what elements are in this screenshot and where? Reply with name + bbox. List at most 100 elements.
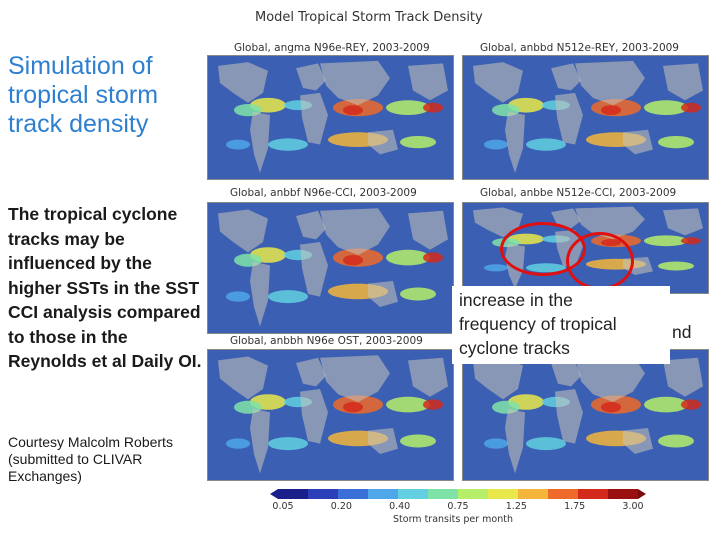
colorbar-tick-label: 0.75 — [447, 501, 469, 512]
land-mass — [663, 357, 703, 397]
colorbar-segment — [308, 489, 338, 499]
density-blob — [400, 434, 436, 448]
colorbar-segment — [518, 489, 548, 499]
density-blob — [386, 100, 430, 116]
density-blob — [423, 102, 443, 113]
storm-density-map-5 — [207, 349, 454, 481]
density-blob — [658, 434, 694, 448]
density-blob — [226, 139, 250, 150]
slide-title: Simulation of tropical storm track densi… — [8, 52, 159, 138]
land-mass — [300, 92, 328, 145]
land-mass — [555, 92, 583, 145]
land-mass — [250, 111, 270, 173]
density-blob — [681, 102, 701, 113]
callout-box — [452, 286, 670, 364]
land-mass — [663, 208, 703, 236]
density-blob — [681, 399, 701, 410]
land-mass — [473, 62, 523, 103]
colorbar-tick-label: 0.05 — [272, 501, 294, 512]
land-mass — [623, 428, 653, 454]
land-mass — [296, 210, 326, 240]
density-blob — [343, 402, 363, 413]
colorbar-segment — [398, 489, 428, 499]
density-blob — [681, 237, 701, 245]
density-blob — [400, 135, 436, 149]
colorbar-min-arrow — [270, 489, 278, 499]
density-blob — [526, 138, 566, 151]
density-blob — [658, 261, 694, 271]
land-mass — [296, 357, 326, 387]
density-blob — [644, 100, 688, 116]
density-blob — [423, 252, 443, 263]
colorbar-segment — [338, 489, 368, 499]
density-blob — [484, 139, 508, 150]
land-mass — [551, 63, 581, 91]
storm-density-map-1 — [207, 55, 454, 180]
land-mass — [551, 357, 581, 387]
density-blob — [423, 399, 443, 410]
land-mass — [368, 428, 398, 454]
land-mass — [320, 355, 390, 402]
land-mass — [250, 261, 270, 327]
land-mass — [408, 357, 448, 397]
land-mass — [623, 129, 653, 155]
colorbar-label: Storm transits per month — [393, 514, 513, 525]
map-rendering — [218, 208, 448, 327]
land-mass — [300, 389, 328, 444]
colorbar-segment — [488, 489, 518, 499]
highlight-circle-east — [566, 232, 634, 290]
land-mass — [300, 242, 328, 297]
panel-label-5: Global, anbbh N96e OST, 2003-2009 — [230, 335, 423, 347]
density-blob — [644, 396, 688, 413]
density-blob — [268, 138, 308, 151]
land-mass — [575, 60, 645, 106]
map-rendering — [218, 60, 448, 173]
land-mass — [575, 206, 645, 239]
land-mass — [408, 63, 448, 101]
colorbar-gradient — [278, 489, 638, 499]
colorbar-segment — [578, 489, 608, 499]
colorbar-segment — [458, 489, 488, 499]
density-blob — [268, 290, 308, 304]
figure-title: Model Tropical Storm Track Density — [255, 10, 483, 25]
map-rendering — [473, 355, 703, 474]
slide-credit: Courtesy Malcolm Roberts (submitted to C… — [8, 434, 173, 484]
colorbar-segment — [368, 489, 398, 499]
density-blob — [526, 437, 566, 451]
density-blob — [226, 438, 250, 449]
colorbar-tick-label: 1.75 — [564, 501, 586, 512]
storm-density-map-6 — [462, 349, 709, 481]
panel-label-3: Global, anbbf N96e-CCI, 2003-2009 — [230, 187, 417, 199]
storm-density-map-2 — [462, 55, 709, 180]
density-blob — [343, 105, 363, 116]
slide-body-text: The tropical cyclone tracks may be influ… — [8, 204, 202, 371]
map-rendering — [473, 60, 703, 173]
callout-cut-text: nd — [672, 322, 692, 342]
colorbar-tick-label: 0.20 — [330, 501, 352, 512]
colorbar-segment — [608, 489, 638, 499]
density-blob — [484, 264, 508, 272]
colorbar-tick-label: 0.40 — [389, 501, 411, 512]
density-blob — [658, 135, 694, 149]
density-blob — [268, 437, 308, 451]
density-blob — [226, 291, 250, 302]
storm-density-map-3 — [207, 202, 454, 334]
land-mass — [473, 356, 523, 400]
density-blob — [484, 438, 508, 449]
panel-label-4: Global, anbbe N512e-CCI, 2003-2009 — [480, 187, 677, 199]
density-blob — [343, 255, 363, 266]
density-blob — [601, 105, 621, 116]
density-blob — [644, 235, 688, 247]
colorbar-max-arrow — [638, 489, 646, 499]
colorbar-tick-label: 1.25 — [505, 501, 527, 512]
callout-text: increase in the frequency of tropical cy… — [459, 290, 617, 358]
land-mass — [663, 63, 703, 101]
land-mass — [575, 355, 645, 402]
land-mass — [368, 129, 398, 155]
panel-label-2: Global, anbbd N512e-REY, 2003-2009 — [480, 42, 679, 54]
colorbar-segment — [548, 489, 578, 499]
land-mass — [408, 210, 448, 250]
land-mass — [218, 62, 268, 103]
density-blob — [601, 402, 621, 413]
land-mass — [218, 209, 268, 253]
